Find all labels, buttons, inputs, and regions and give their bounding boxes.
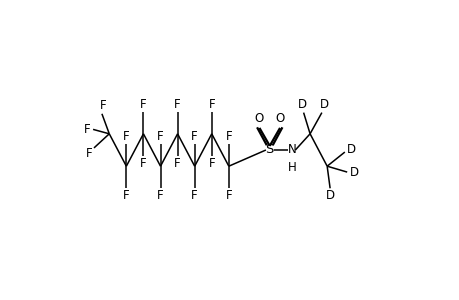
Text: O: O (275, 112, 284, 125)
Text: F: F (140, 98, 146, 111)
Text: D: D (349, 166, 358, 178)
Text: F: F (174, 98, 180, 111)
Text: D: D (346, 142, 355, 156)
Text: O: O (254, 112, 263, 125)
Text: F: F (140, 157, 146, 170)
Text: F: F (123, 189, 129, 203)
Text: F: F (208, 157, 215, 170)
Text: D: D (325, 189, 334, 203)
Text: F: F (225, 130, 232, 143)
Text: F: F (191, 189, 197, 203)
Text: F: F (84, 123, 90, 136)
Text: H: H (287, 161, 296, 174)
Text: N: N (287, 143, 296, 157)
Text: F: F (225, 189, 232, 203)
Text: F: F (157, 189, 163, 203)
Text: F: F (123, 130, 129, 143)
Text: D: D (319, 98, 328, 111)
Text: D: D (297, 98, 306, 111)
Text: S: S (265, 143, 274, 157)
Text: F: F (99, 99, 106, 112)
Text: F: F (208, 98, 215, 111)
Text: F: F (157, 130, 163, 143)
Text: F: F (174, 157, 180, 170)
Text: F: F (191, 130, 197, 143)
Text: F: F (86, 147, 92, 160)
